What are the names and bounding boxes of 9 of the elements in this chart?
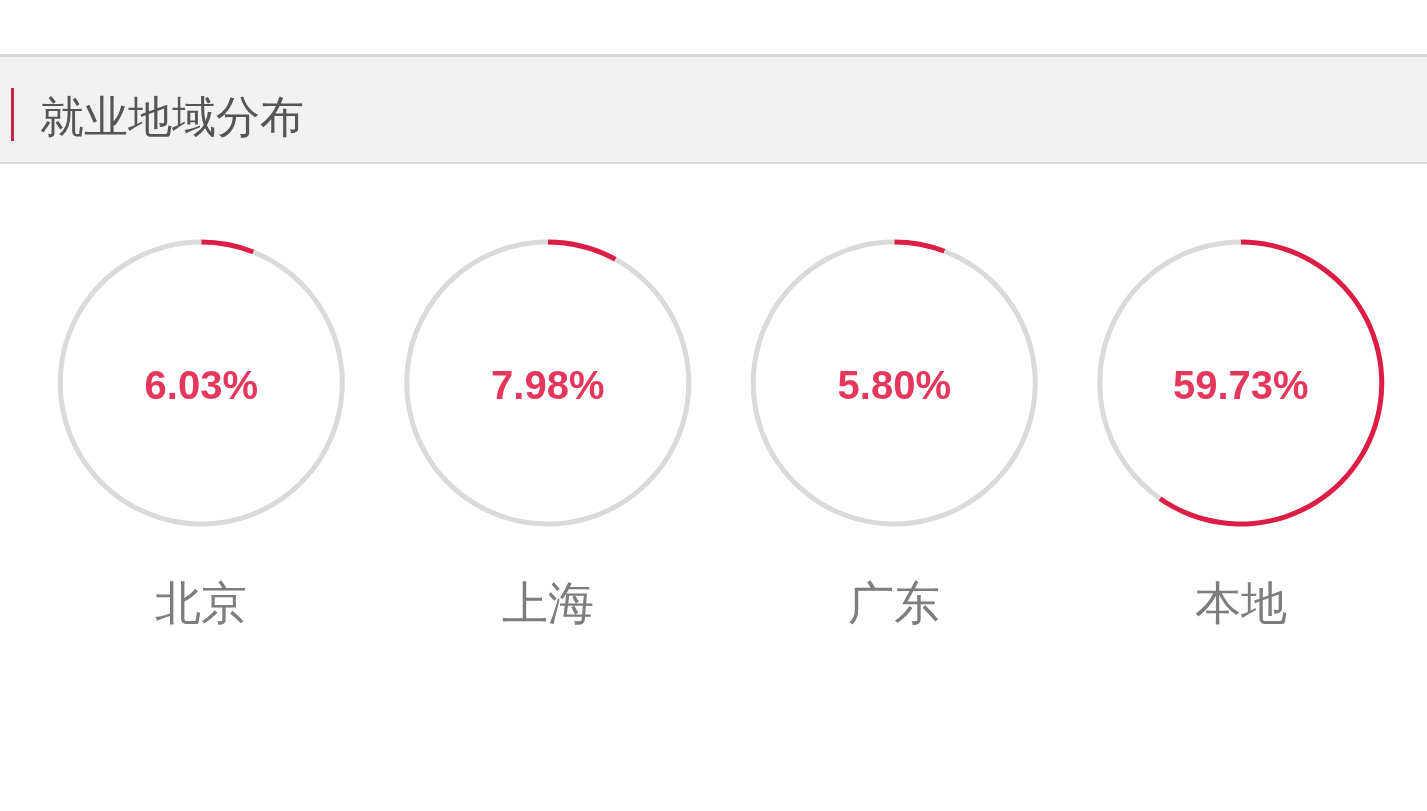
title: 就业地域分布 [40,91,304,141]
title: 上海 [501,577,594,629]
annotation: 6.03% [144,363,258,407]
title: 广东 [848,577,941,629]
annotation: 59.73% [1172,363,1309,407]
title: 本地 [1194,577,1287,629]
title: 北京 [155,577,248,629]
annotation: 7.98% [491,363,605,407]
annotation: 5.80% [837,363,951,407]
